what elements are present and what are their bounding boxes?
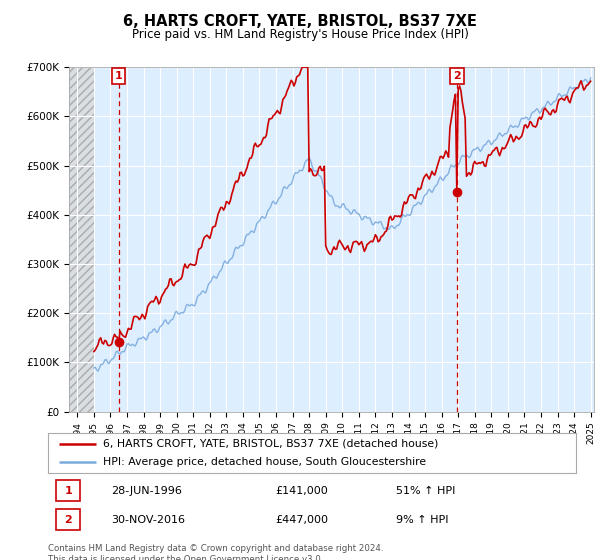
Text: Price paid vs. HM Land Registry's House Price Index (HPI): Price paid vs. HM Land Registry's House … — [131, 28, 469, 41]
Text: 1: 1 — [115, 71, 122, 81]
Text: 6, HARTS CROFT, YATE, BRISTOL, BS37 7XE: 6, HARTS CROFT, YATE, BRISTOL, BS37 7XE — [123, 14, 477, 29]
FancyBboxPatch shape — [56, 480, 80, 501]
Text: 28-JUN-1996: 28-JUN-1996 — [112, 486, 182, 496]
Text: 1: 1 — [64, 486, 72, 496]
Text: 51% ↑ HPI: 51% ↑ HPI — [397, 486, 456, 496]
Text: HPI: Average price, detached house, South Gloucestershire: HPI: Average price, detached house, Sout… — [103, 458, 427, 467]
Text: Contains HM Land Registry data © Crown copyright and database right 2024.
This d: Contains HM Land Registry data © Crown c… — [48, 544, 383, 560]
Text: £141,000: £141,000 — [275, 486, 328, 496]
FancyBboxPatch shape — [56, 509, 80, 530]
Text: 6, HARTS CROFT, YATE, BRISTOL, BS37 7XE (detached house): 6, HARTS CROFT, YATE, BRISTOL, BS37 7XE … — [103, 439, 439, 449]
Text: 2: 2 — [453, 71, 461, 81]
Text: £447,000: £447,000 — [275, 515, 328, 525]
Text: 30-NOV-2016: 30-NOV-2016 — [112, 515, 185, 525]
Bar — [69, 67, 94, 412]
Text: 2: 2 — [64, 515, 72, 525]
Bar — [69, 67, 94, 412]
Text: 9% ↑ HPI: 9% ↑ HPI — [397, 515, 449, 525]
